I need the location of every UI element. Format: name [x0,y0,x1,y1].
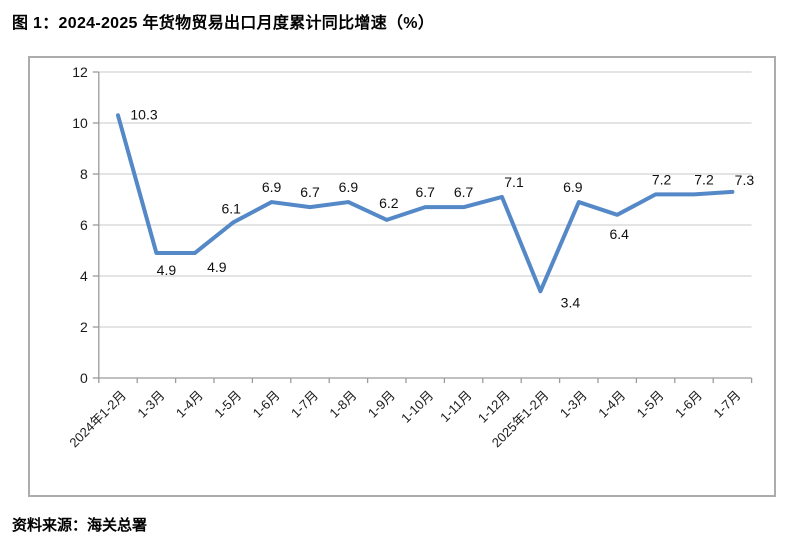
svg-text:6.7: 6.7 [300,184,320,200]
svg-text:1-10月: 1-10月 [398,388,436,426]
svg-text:10: 10 [72,115,88,131]
svg-text:0: 0 [80,370,88,386]
chart-frame: 0 2 4 6 8 10 12 10.3 4.9 4.9 6.1 6.9 6.7 6.9 6.2 6.7 6.7… [28,56,776,497]
svg-text:6.2: 6.2 [379,195,399,211]
svg-text:1-8月: 1-8月 [326,388,359,421]
svg-text:6.4: 6.4 [609,226,629,242]
svg-text:1-4月: 1-4月 [595,388,628,421]
svg-text:6.9: 6.9 [262,179,282,195]
svg-text:6.7: 6.7 [454,184,474,200]
svg-text:4.9: 4.9 [207,259,227,275]
svg-text:7.2: 7.2 [694,171,714,187]
line-chart: 0 2 4 6 8 10 12 10.3 4.9 4.9 6.1 6.9 6.7 6.9 6.2 6.7 6.7… [66,64,755,451]
svg-text:1-11月: 1-11月 [437,388,475,426]
svg-text:2024年1-2月: 2024年1-2月 [66,388,129,451]
svg-text:1-4月: 1-4月 [173,388,206,421]
source-note: 资料来源：海关总署 [12,517,148,534]
svg-text:6.9: 6.9 [563,179,583,195]
svg-text:1-3月: 1-3月 [557,388,590,421]
svg-text:7.2: 7.2 [652,171,672,187]
svg-text:3.4: 3.4 [561,294,581,310]
svg-text:1-7月: 1-7月 [710,388,743,421]
svg-text:8: 8 [80,166,88,182]
svg-text:7.3: 7.3 [735,172,755,188]
svg-text:6: 6 [80,217,88,233]
svg-text:1-6月: 1-6月 [250,388,283,421]
svg-text:10.3: 10.3 [130,106,157,122]
svg-text:1-5月: 1-5月 [211,388,244,421]
svg-text:7.1: 7.1 [504,174,524,190]
svg-text:6.7: 6.7 [415,184,435,200]
svg-text:1-5月: 1-5月 [634,388,667,421]
svg-text:1-7月: 1-7月 [288,388,321,421]
svg-text:1-3月: 1-3月 [134,388,167,421]
svg-text:12: 12 [72,64,88,80]
svg-text:1-9月: 1-9月 [365,388,398,421]
figure-title: 图 1：2024-2025 年货物贸易出口月度累计同比增速（%） [12,15,435,32]
svg-text:4.9: 4.9 [157,262,177,278]
svg-text:6.1: 6.1 [221,200,241,216]
svg-text:2: 2 [80,319,88,335]
svg-text:1-6月: 1-6月 [672,388,705,421]
svg-text:4: 4 [80,268,88,284]
svg-text:6.9: 6.9 [339,179,359,195]
